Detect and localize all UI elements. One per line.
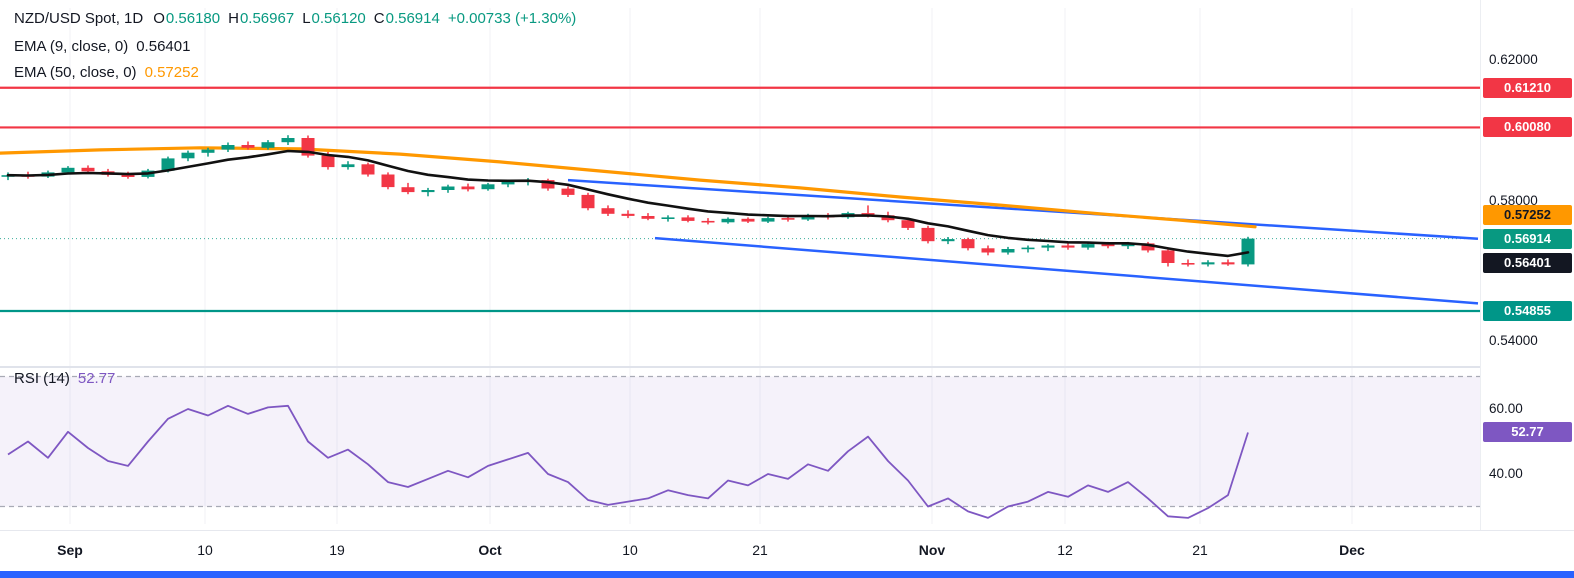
time-axis[interactable]: Sep 10 19 Oct 10 21 Nov 12 21 Dec — [0, 530, 1574, 571]
price-badge-resistance-lower: 0.60080 — [1483, 117, 1572, 138]
price-tick: 0.62000 — [1489, 52, 1538, 67]
rsi-line[interactable] — [7, 404, 1249, 519]
close-value: 0.56914 — [385, 10, 440, 27]
high-letter: H — [228, 10, 239, 27]
time-label-sep: Sep — [57, 542, 83, 558]
price-badge-ema9-value: 0.56401 — [1483, 252, 1572, 273]
rsi-band — [0, 375, 1480, 508]
rsi-badge: 52.77 — [1483, 422, 1572, 443]
rsi-legend[interactable]: RSI (14) 52.77 — [14, 370, 115, 387]
ohlc-low: L0.56120 — [302, 10, 366, 27]
ema50-value-text: 0.57252 — [144, 64, 199, 81]
time-label-oct: Oct — [478, 542, 502, 558]
price-badge-last-price: 0.56914 — [1483, 228, 1572, 249]
gridlines — [69, 8, 1353, 524]
timeline-bar[interactable] — [0, 570, 1574, 578]
ema50-line[interactable] — [0, 146, 1257, 229]
close-letter: C — [373, 10, 385, 27]
price-badge-ema50-value: 0.57252 — [1483, 204, 1572, 225]
price-axis[interactable]: 0.62000 0.58000 0.54000 0.61210 0.60080 0.572… — [1480, 0, 1574, 530]
time-label-nov: Nov — [918, 542, 946, 558]
trendline[interactable] — [654, 236, 1479, 305]
trendline[interactable] — [567, 178, 1479, 241]
price-tick: 0.58000 — [1489, 192, 1538, 208]
low-value: 0.56120 — [311, 10, 366, 27]
candles — [1, 135, 1255, 267]
high-value: 0.56967 — [239, 10, 295, 27]
ohlc-high: H0.56967 — [228, 10, 294, 27]
rsi-value-text: 52.77 — [77, 370, 116, 387]
time-label-10: 10 — [197, 542, 213, 558]
rsi-tick: 60.00 — [1489, 401, 1523, 416]
ohlc-close: C0.56914 — [374, 10, 440, 27]
ema9-line[interactable] — [6, 149, 1250, 258]
time-label-19: 19 — [329, 542, 345, 558]
low-letter: L — [302, 10, 311, 27]
time-label-12: 12 — [1057, 542, 1073, 558]
open-letter: O — [153, 10, 165, 27]
ema9-label: EMA (9, close, 0) — [14, 38, 129, 55]
change-value: +0.00733 (+1.30%) — [447, 10, 577, 27]
price-tick: 0.54000 — [1489, 333, 1538, 348]
ema9-value-text: 0.56401 — [136, 38, 191, 55]
symbol-legend[interactable]: NZD/USD Spot, 1D O0.56180 H0.56967 L0.56… — [14, 10, 576, 27]
time-label-10: 10 — [622, 542, 638, 558]
time-label-dec: Dec — [1339, 542, 1365, 558]
ema50-legend[interactable]: EMA (50, close, 0) 0.57252 — [14, 64, 199, 81]
rsi-tick: 40.00 — [1489, 466, 1523, 481]
ema50-label: EMA (50, close, 0) — [14, 64, 137, 81]
chart-canvas[interactable] — [0, 0, 1480, 530]
ohlc-open: O0.56180 — [153, 10, 220, 27]
time-label-21: 21 — [1192, 542, 1208, 558]
time-label-21: 21 — [752, 542, 768, 558]
price-badge-support: 0.54855 — [1483, 300, 1572, 321]
price-badge-resistance-upper: 0.61210 — [1483, 77, 1572, 98]
ema9-legend[interactable]: EMA (9, close, 0) 0.56401 — [14, 38, 190, 55]
open-value: 0.56180 — [165, 10, 221, 27]
rsi-label: RSI (14) — [14, 370, 70, 387]
symbol-title[interactable]: NZD/USD Spot, 1D — [14, 10, 144, 27]
